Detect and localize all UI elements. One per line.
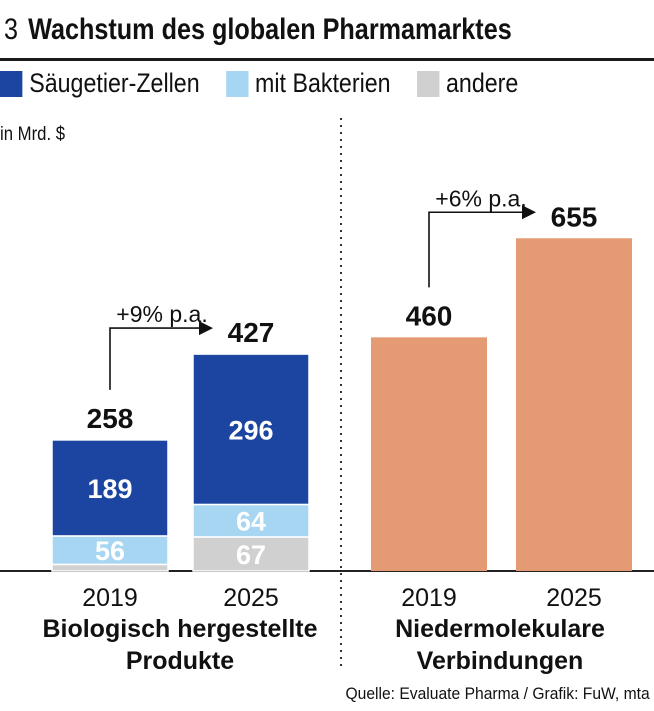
x-tick-1-0: 2019 bbox=[401, 584, 457, 612]
bar-0-0-2 bbox=[51, 439, 169, 537]
segment-label-0-1-2: 296 bbox=[228, 415, 273, 445]
legend-item-saeugetier: Säugetier-Zellen bbox=[0, 68, 200, 99]
unit-label: in Mrd. $ bbox=[0, 124, 66, 145]
title-rule bbox=[0, 58, 654, 61]
segment-label-0-0-2: 189 bbox=[87, 474, 132, 504]
source-note: Quelle: Evaluate Pharma / Grafik: FuW, m… bbox=[345, 684, 650, 703]
bar-0-1-1 bbox=[192, 503, 310, 538]
growth-arrow-line-0 bbox=[109, 327, 203, 390]
total-label-0-0: 258 bbox=[87, 403, 134, 434]
total-label-0-1: 427 bbox=[228, 317, 275, 348]
growth-arrow-head-1 bbox=[522, 205, 536, 220]
x-tick-0-0: 2019 bbox=[82, 584, 138, 612]
bar-0-1-2 bbox=[192, 353, 310, 506]
legend-label-andere: andere bbox=[445, 68, 519, 98]
growth-arrow-line-1 bbox=[428, 211, 526, 288]
group-label-0-0: Biologisch hergestellte bbox=[42, 615, 317, 643]
group-label-1-1: Verbindungen bbox=[417, 647, 584, 675]
legend-item-bakterien: mit Bakterien bbox=[225, 68, 391, 99]
growth-label-0: +9% p.a. bbox=[116, 301, 207, 327]
x-tick-1-1: 2025 bbox=[546, 584, 602, 612]
growth-label-1: +6% p.a. bbox=[435, 185, 526, 211]
group-label-0-1: Produkte bbox=[126, 647, 234, 675]
legend-label-bakterien: mit Bakterien bbox=[255, 68, 391, 98]
total-label-1-1: 655 bbox=[551, 201, 598, 232]
segment-label-0-1-0: 67 bbox=[236, 540, 266, 570]
legend-item-andere: andere bbox=[416, 68, 519, 99]
growth-arrow-head-0 bbox=[199, 321, 213, 336]
legend-label-saeugetier: Säugetier-Zellen bbox=[29, 68, 200, 98]
chart-number: 3 bbox=[4, 13, 19, 46]
x-tick-0-1: 2025 bbox=[223, 584, 279, 612]
legend: Säugetier-Zellen mit Bakterien andere bbox=[0, 68, 541, 108]
segment-label-0-1-1: 64 bbox=[236, 507, 266, 537]
chart-title: 3 Wachstum des globalen Pharmamarktes bbox=[4, 10, 512, 50]
chart-title-text: Wachstum des globalen Pharmamarktes bbox=[28, 13, 512, 46]
legend-swatch-saeugetier bbox=[0, 70, 23, 97]
legend-swatch-bakterien bbox=[225, 70, 249, 97]
legend-swatch-andere bbox=[416, 70, 440, 97]
bar-1-0-0 bbox=[371, 337, 487, 571]
total-label-1-0: 460 bbox=[406, 300, 453, 331]
bar-0-1-0 bbox=[192, 536, 310, 572]
group-label-1-0: Niedermolekulare bbox=[395, 615, 605, 643]
segment-label-0-0-1: 56 bbox=[95, 536, 125, 566]
bar-0-0-1 bbox=[51, 535, 169, 566]
bar-1-1-0 bbox=[516, 238, 632, 571]
